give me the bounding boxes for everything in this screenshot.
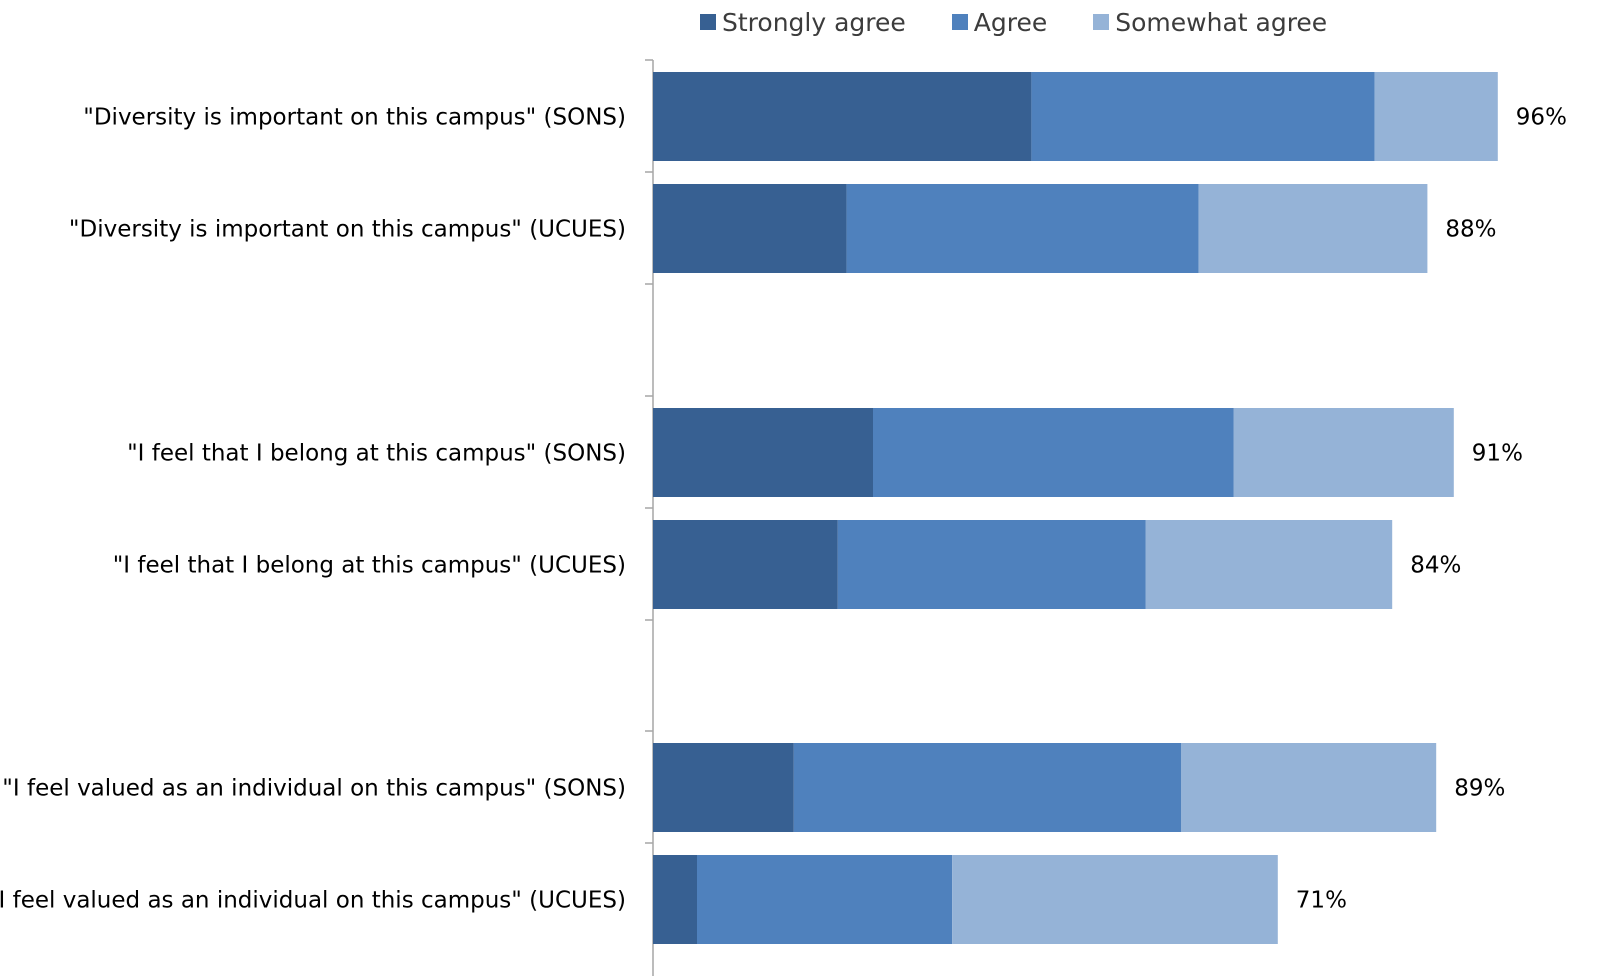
bar-segment-strongly-agree (653, 855, 697, 944)
legend: Strongly agree Agree Somewhat agree (700, 4, 1373, 40)
bar-segment-somewhat-agree (1198, 184, 1428, 273)
bar-segment-somewhat-agree (1233, 408, 1454, 497)
legend-label-somewhat-agree: Somewhat agree (1115, 7, 1328, 37)
legend-label-agree: Agree (973, 7, 1048, 37)
bar-segment-somewhat-agree (1181, 743, 1437, 832)
legend-swatch-strongly-agree (700, 14, 716, 30)
bar-segment-strongly-agree (653, 408, 873, 497)
bar-segment-strongly-agree (653, 743, 794, 832)
legend-item-agree: Agree (951, 7, 1048, 37)
total-label: 89% (1454, 776, 1505, 802)
bar-segment-agree (846, 184, 1199, 273)
total-label: 71% (1296, 888, 1347, 914)
total-label: 88% (1445, 217, 1496, 243)
category-label: "I feel valued as an individual on this … (2, 776, 626, 802)
category-label: "I feel valued as an individual on this … (0, 888, 626, 914)
category-label: "I feel that I belong at this campus" (S… (127, 441, 626, 467)
bar-segment-agree (837, 520, 1146, 609)
legend-item-somewhat-agree: Somewhat agree (1093, 8, 1327, 37)
bar-segment-strongly-agree (653, 184, 847, 273)
bar-segment-somewhat-agree (1374, 72, 1498, 161)
bar-segment-agree (697, 855, 953, 944)
category-label: "Diversity is important on this campus" … (69, 217, 626, 243)
total-label: 84% (1410, 553, 1461, 579)
bar-segment-somewhat-agree (952, 855, 1278, 944)
legend-item-strongly-agree: Strongly agree (700, 8, 906, 37)
bar-segment-somewhat-agree (1145, 520, 1393, 609)
legend-swatch-agree (951, 14, 968, 30)
total-label: 91% (1472, 441, 1523, 467)
bar-segment-agree (873, 408, 1234, 497)
total-label: 96% (1516, 105, 1567, 131)
legend-label-strongly-agree: Strongly agree (722, 7, 906, 37)
bar-segment-agree (1031, 72, 1375, 161)
legend-swatch-somewhat-agree (1093, 14, 1110, 30)
bar-segment-agree (793, 743, 1181, 832)
category-label: "I feel that I belong at this campus" (U… (113, 553, 626, 579)
category-label: "Diversity is important on this campus" … (83, 105, 626, 131)
bar-segment-strongly-agree (653, 72, 1032, 161)
bar-segment-strongly-agree (653, 520, 838, 609)
